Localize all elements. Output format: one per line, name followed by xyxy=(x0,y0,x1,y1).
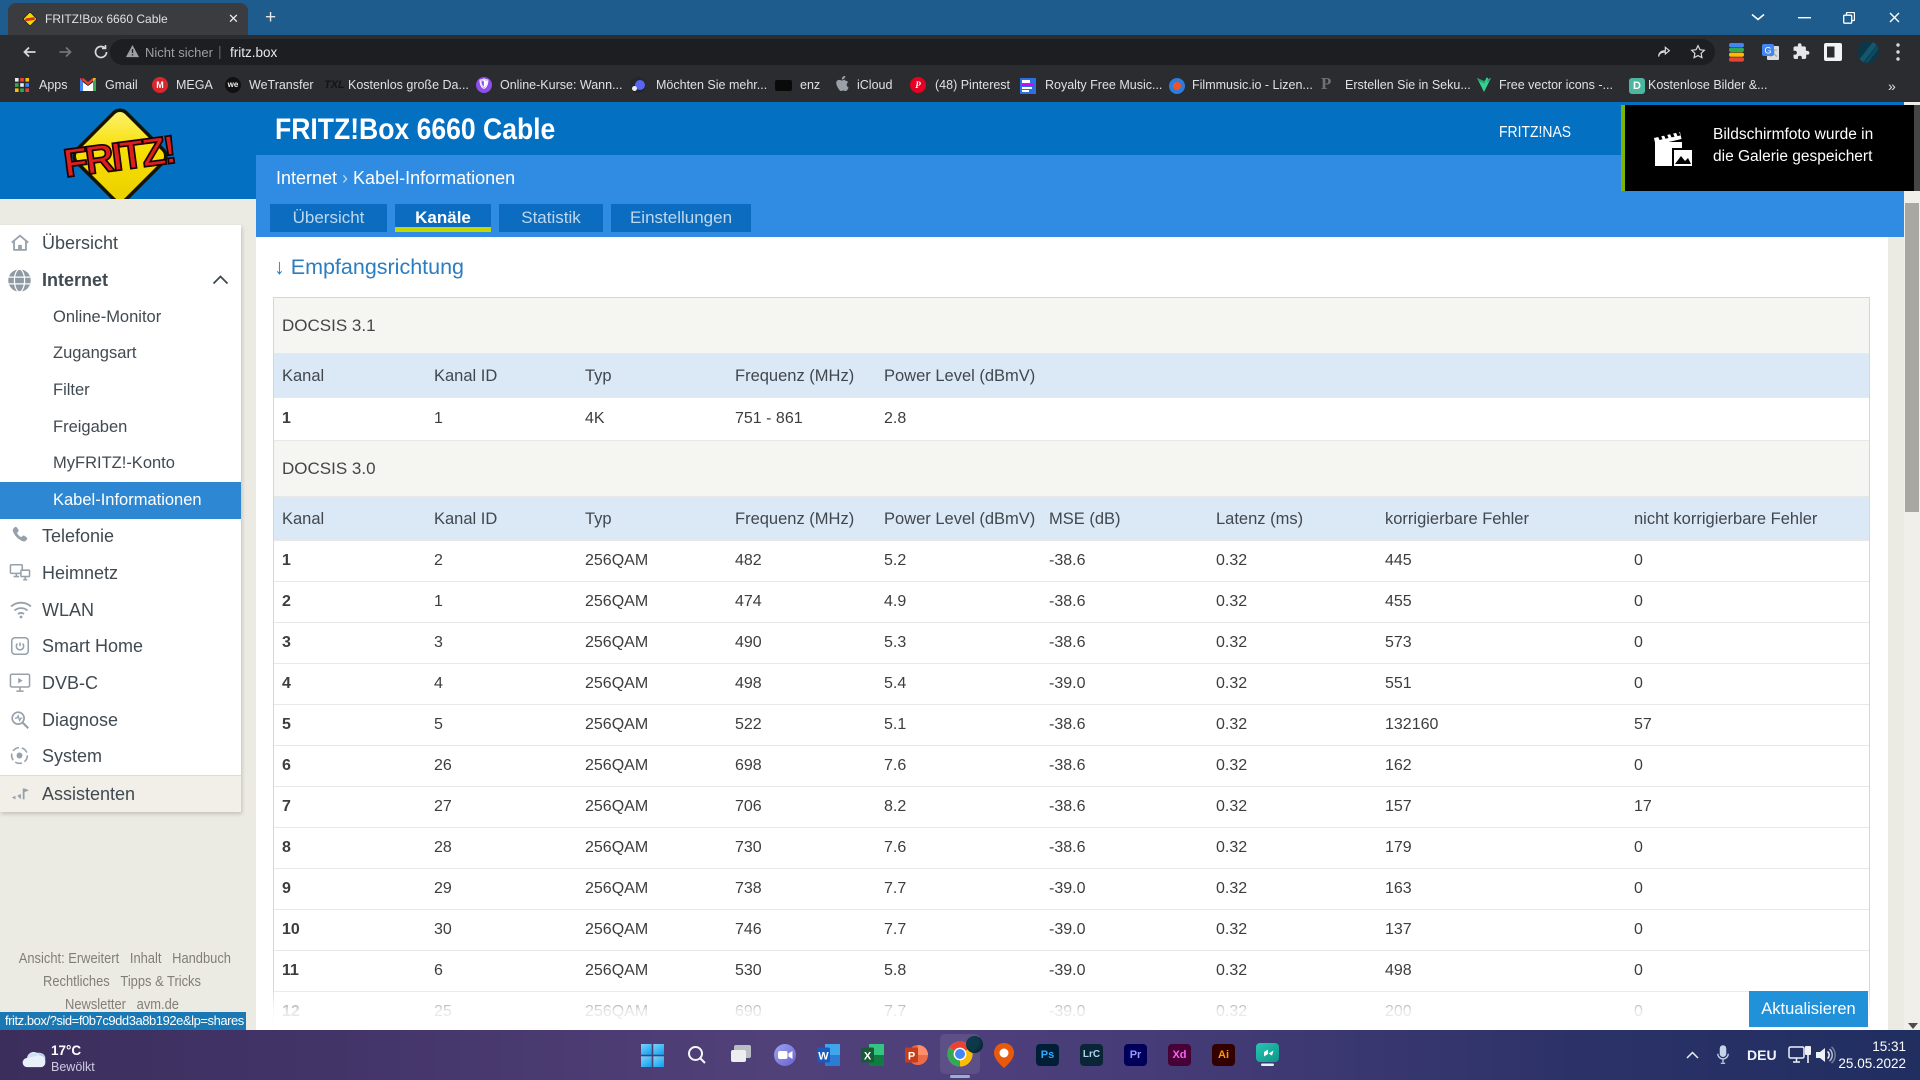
svg-text:P: P xyxy=(908,1051,915,1063)
svg-text:G: G xyxy=(1764,46,1771,56)
svg-text:X: X xyxy=(864,1051,872,1063)
svg-text:W: W xyxy=(818,1051,829,1063)
svg-text:FRITZ!: FRITZ! xyxy=(61,128,177,186)
